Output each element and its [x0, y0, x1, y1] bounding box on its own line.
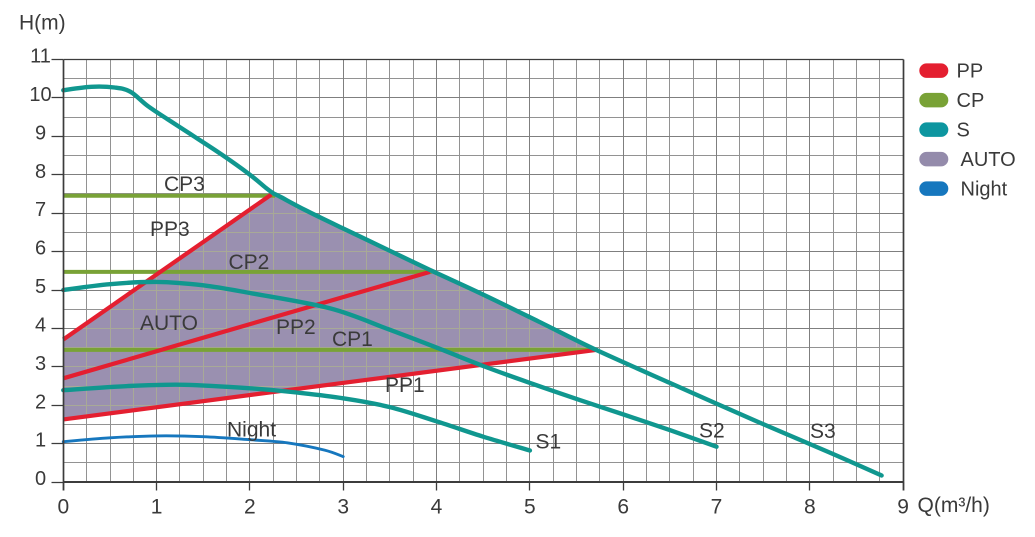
svg-text:1: 1 — [151, 496, 163, 519]
svg-text:H(m): H(m) — [19, 12, 66, 35]
svg-text:9: 9 — [35, 122, 46, 144]
svg-text:CP3: CP3 — [164, 173, 205, 196]
svg-text:3: 3 — [35, 353, 46, 375]
svg-text:1: 1 — [35, 430, 46, 452]
svg-text:0: 0 — [57, 496, 69, 519]
svg-text:0: 0 — [35, 468, 46, 490]
svg-text:Night: Night — [227, 419, 276, 442]
svg-text:PP1: PP1 — [385, 374, 425, 397]
svg-text:4: 4 — [431, 496, 443, 519]
svg-text:6: 6 — [35, 238, 46, 260]
svg-text:3: 3 — [337, 496, 349, 519]
svg-text:2: 2 — [35, 391, 46, 413]
svg-text:11: 11 — [30, 46, 51, 68]
svg-text:PP3: PP3 — [150, 218, 190, 241]
svg-text:S2: S2 — [699, 420, 725, 443]
svg-text:CP: CP — [957, 90, 985, 112]
svg-text:8: 8 — [35, 161, 46, 183]
svg-text:5: 5 — [35, 276, 46, 298]
svg-text:PP2: PP2 — [276, 316, 316, 339]
svg-text:AUTO: AUTO — [140, 312, 198, 335]
svg-text:10: 10 — [29, 84, 51, 106]
svg-text:4: 4 — [35, 315, 46, 337]
svg-text:7: 7 — [711, 496, 723, 519]
svg-text:AUTO: AUTO — [961, 149, 1016, 171]
svg-text:PP: PP — [957, 61, 984, 83]
svg-text:9: 9 — [897, 496, 909, 519]
svg-text:6: 6 — [617, 496, 629, 519]
svg-text:8: 8 — [804, 496, 816, 519]
svg-text:S3: S3 — [810, 420, 836, 443]
svg-text:Night: Night — [961, 179, 1008, 201]
svg-text:Q(m³/h): Q(m³/h) — [918, 494, 990, 517]
svg-text:S1: S1 — [536, 431, 562, 454]
svg-text:S: S — [957, 120, 970, 142]
svg-text:CP1: CP1 — [332, 328, 373, 351]
svg-text:2: 2 — [244, 496, 256, 519]
svg-text:5: 5 — [524, 496, 536, 519]
svg-text:CP2: CP2 — [229, 251, 270, 274]
svg-text:7: 7 — [35, 199, 46, 221]
